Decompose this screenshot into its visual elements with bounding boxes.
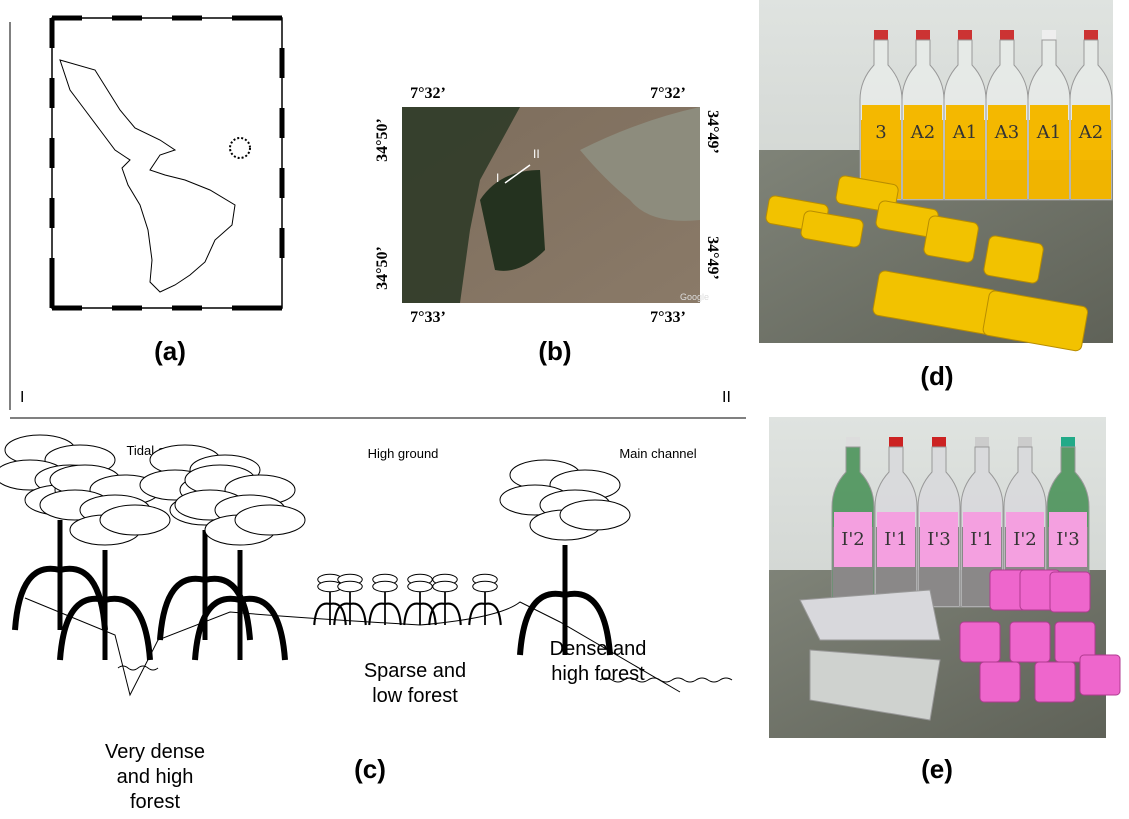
bottle-label-text: I'3 — [927, 529, 951, 550]
bottle-cap — [975, 437, 989, 447]
watermark: Google — [680, 292, 709, 302]
bottle-label-text: I'1 — [884, 529, 908, 550]
prop-root — [60, 599, 105, 660]
bottle-label-text: I'2 — [841, 529, 865, 550]
prop-root — [314, 604, 330, 625]
coord-label: 7°32’ — [410, 85, 446, 102]
forest-description: low forest — [372, 685, 458, 707]
bottle-label-text: A1 — [1036, 122, 1061, 143]
tree-crown — [433, 581, 458, 592]
transect-end: II — [533, 147, 540, 161]
prop-root — [385, 604, 401, 625]
tree-crown — [100, 505, 170, 535]
bottle-cap — [874, 30, 888, 40]
zone-label: High ground — [368, 446, 439, 461]
tree-crown — [235, 505, 305, 535]
tree-crown — [373, 581, 398, 592]
coord-label: 7°33’ — [410, 309, 446, 326]
bottle-cap — [889, 437, 903, 447]
panel-label: (b) — [538, 336, 571, 366]
bottle-cap — [932, 437, 946, 447]
coord-label: 34°49’ — [704, 110, 721, 154]
prop-root — [404, 604, 420, 625]
tree — [334, 574, 366, 625]
bottle-label-text: A2 — [910, 122, 935, 143]
panel-d: (d) 3 A2 A1 A3 A1 A2 — [759, 0, 1113, 391]
tree — [175, 465, 305, 660]
tree-crown — [473, 581, 498, 592]
bottle-cap — [1000, 30, 1014, 40]
prop-root — [330, 604, 346, 625]
panel-label: (d) — [920, 361, 953, 391]
bottle-label-text: 3 — [875, 122, 886, 143]
container — [960, 622, 1000, 662]
container — [1050, 572, 1090, 612]
bottle-cap — [1042, 30, 1056, 40]
prop-root — [15, 569, 60, 630]
panel-label: (a) — [154, 336, 186, 366]
bottle-cap — [916, 30, 930, 40]
prop-root — [195, 599, 240, 660]
bottle-cap — [1061, 437, 1075, 447]
panel-a: (a) — [52, 18, 282, 366]
tree-crown — [338, 581, 363, 592]
bottle-cap — [1018, 437, 1032, 447]
container — [1035, 662, 1075, 702]
bottle-label-text: I'2 — [1013, 529, 1037, 550]
prop-root — [469, 604, 485, 625]
coord-label: 34°50’ — [374, 246, 391, 290]
bottle-label-text: A1 — [952, 122, 977, 143]
tree — [369, 574, 401, 625]
container — [923, 215, 979, 263]
forest-description: forest — [130, 791, 180, 813]
forest-description: and high — [117, 766, 194, 788]
transect-end: II — [722, 389, 731, 406]
bottle-label-text: I'1 — [970, 529, 994, 550]
forest-description: high forest — [551, 663, 645, 685]
coord-label: 34°50’ — [374, 118, 391, 162]
transect-start: I — [20, 389, 24, 406]
container — [1010, 622, 1050, 662]
container — [980, 662, 1020, 702]
coord-label: 7°32’ — [650, 85, 686, 102]
panel-label: (e) — [921, 754, 953, 784]
transect-start: I — [496, 171, 499, 185]
panel-e: (e) I'2 I'1 I'3 I'1 I'2 I'3 — [769, 417, 1120, 784]
forest-description: Sparse and — [364, 660, 466, 682]
container — [1080, 655, 1120, 695]
tree-crown — [408, 581, 433, 592]
prop-root — [105, 599, 150, 660]
bottle-label-text: A3 — [994, 122, 1019, 143]
forest-description: Dense and — [550, 638, 647, 660]
figure: (a) I II Google 7°32’ 7°32’ 7°33’ 7°33’ … — [0, 0, 1129, 819]
bottle-label-text: I'3 — [1056, 529, 1080, 550]
tree-crown — [560, 500, 630, 530]
tree — [500, 460, 630, 655]
bottle-cap — [958, 30, 972, 40]
prop-root — [334, 604, 350, 625]
panel-b: I II Google 7°32’ 7°32’ 7°33’ 7°33’ 34°5… — [374, 85, 721, 366]
bottle-label-text: A2 — [1078, 122, 1103, 143]
bottle-cap — [1084, 30, 1098, 40]
coord-label: 7°33’ — [650, 309, 686, 326]
bottle-cap — [846, 437, 860, 447]
panel-label: (c) — [354, 754, 386, 784]
coord-label: 34°49’ — [704, 236, 721, 280]
map-frame — [52, 18, 282, 308]
forest-description: Very dense — [105, 741, 205, 763]
tree — [469, 574, 501, 625]
zone-label: Main channel — [619, 446, 696, 461]
